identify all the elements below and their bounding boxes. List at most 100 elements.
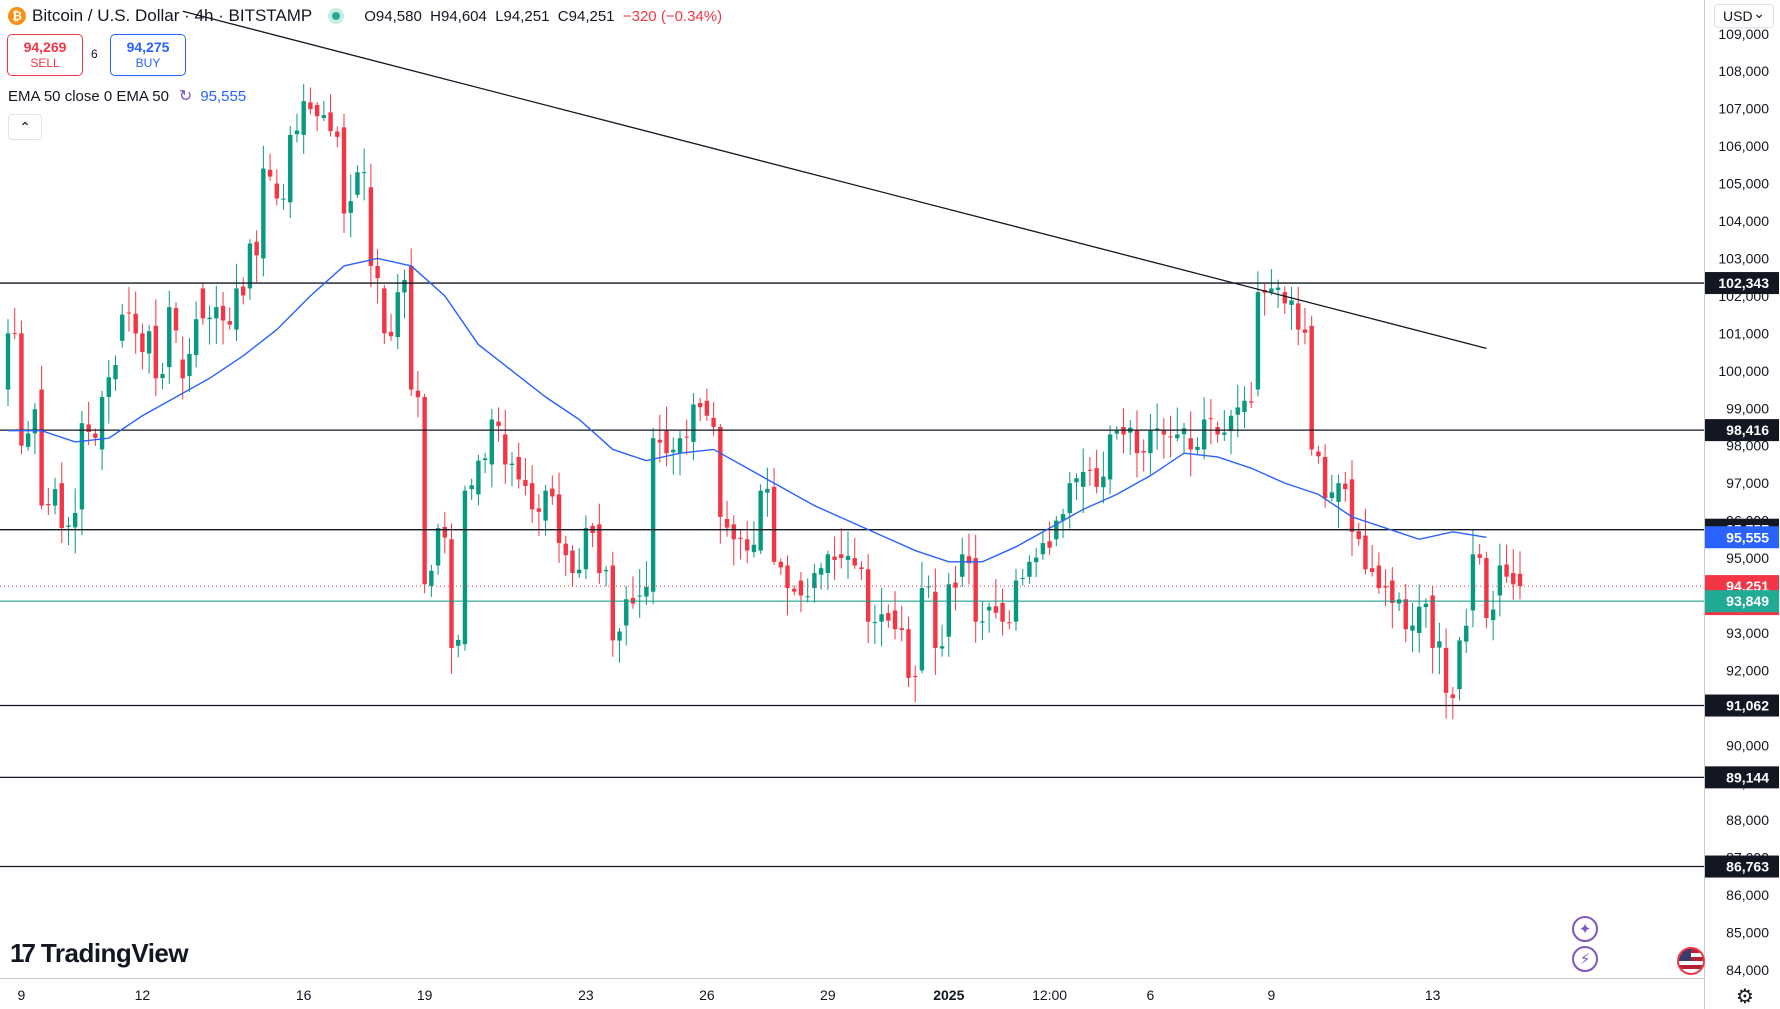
candle-down <box>1477 554 1482 558</box>
price-tick-label: 95,000 <box>1726 550 1769 566</box>
candle-down <box>308 102 313 110</box>
lightning-icon[interactable]: ⚡ <box>1572 946 1598 972</box>
candle-up <box>321 115 327 118</box>
bid-price-badge-bg <box>1705 590 1779 613</box>
candle-up <box>980 621 985 623</box>
candle-down <box>778 561 783 568</box>
candle-down <box>886 613 891 621</box>
candle-down <box>200 288 206 319</box>
candle-up <box>193 319 199 356</box>
candle-down <box>1376 565 1382 589</box>
candle-down <box>267 169 273 177</box>
price-tick-label: 97,000 <box>1726 475 1769 491</box>
symbol-header[interactable]: ₿ Bitcoin / U.S. Dollar · 4h · BITSTAMP … <box>8 6 722 26</box>
candle-up <box>1020 577 1025 579</box>
price-tick-label: 99,000 <box>1726 400 1769 416</box>
candle-down <box>738 537 743 539</box>
candle-down <box>1134 430 1140 454</box>
currency-select[interactable]: USD <box>1714 4 1774 28</box>
price-tick-label: 100,000 <box>1718 363 1769 379</box>
candle-up <box>469 485 474 490</box>
candle-up <box>617 631 622 641</box>
buy-button[interactable]: 94,275 BUY <box>110 34 186 76</box>
ema-indicator-legend[interactable]: EMA 50 close 0 EMA 50 ↻ 95,555 <box>8 87 247 106</box>
candle-down <box>335 131 340 137</box>
tradingview-logo[interactable]: 17 TradingView <box>10 938 189 969</box>
candle-up <box>1464 625 1469 642</box>
candle-up <box>214 307 219 319</box>
price-axis: 84,00085,00086,00087,00088,00089,00090,0… <box>1718 26 1769 978</box>
candle-up <box>691 404 696 442</box>
candle-up <box>489 419 495 465</box>
candle-down <box>516 456 521 480</box>
price-tick-label: 104,000 <box>1718 213 1769 229</box>
ema-value: 95,555 <box>200 87 247 105</box>
candle-up <box>1027 561 1032 577</box>
candle-down <box>1383 586 1388 588</box>
candle-down <box>86 424 91 432</box>
level-badge-label: 89,144 <box>1726 769 1769 785</box>
candle-down <box>442 526 447 538</box>
symbol-title[interactable]: Bitcoin / U.S. Dollar · 4h · BITSTAMP <box>32 6 313 25</box>
price-tick-label: 103,000 <box>1718 250 1769 266</box>
sell-button[interactable]: 94,269 SELL <box>7 34 83 76</box>
candle-down <box>1484 558 1489 618</box>
candle-down <box>1141 450 1146 453</box>
candle-down <box>496 421 501 427</box>
bid-price-badge: 93,849 <box>1705 590 1779 613</box>
level-badge: 89,144 <box>1705 766 1779 789</box>
collapse-legend-button[interactable]: ⌃ <box>8 114 42 140</box>
price-tick-label: 88,000 <box>1726 812 1769 828</box>
candle-down <box>503 434 508 465</box>
candle-down <box>1443 647 1449 693</box>
candle-up <box>348 201 353 213</box>
candle-down <box>953 582 958 588</box>
candle-down <box>664 430 669 454</box>
candle-up <box>301 101 306 135</box>
candle-up <box>120 314 125 341</box>
candle-up <box>32 409 38 434</box>
time-axis: 9 12 16 19 23 26 29 2025 12:00 6 9 13 <box>18 987 1441 1003</box>
candle-down <box>180 359 185 379</box>
candle-down <box>771 486 777 562</box>
candle-down <box>220 305 226 321</box>
candle-up <box>818 568 824 575</box>
candle-down <box>59 483 64 529</box>
candle-up <box>677 438 683 454</box>
candle-up <box>146 331 152 354</box>
candle-up <box>66 525 71 527</box>
candle-up <box>167 307 172 368</box>
candle-up <box>429 570 434 586</box>
tradingview-mark-icon: 17 <box>10 938 36 968</box>
plot-area <box>0 10 1704 868</box>
settings-gear-icon[interactable]: ⚙ <box>1736 986 1754 1008</box>
level-badge-bg <box>1705 272 1779 295</box>
price-tick-label: 92,000 <box>1726 662 1769 678</box>
candle-down <box>1517 573 1523 587</box>
ai-sparkle-icon[interactable]: ✦ <box>1572 916 1598 942</box>
candle-down <box>254 241 259 256</box>
candle-up <box>462 490 468 645</box>
candle-up <box>805 596 810 598</box>
candle-down <box>973 558 978 622</box>
candle-down <box>415 390 421 398</box>
time-tick-label: 19 <box>417 987 433 1003</box>
candle-down <box>126 312 132 314</box>
price-tick-label: 101,000 <box>1718 325 1769 341</box>
candle-down <box>173 308 179 331</box>
candle-up <box>812 573 817 589</box>
candle-up <box>361 172 367 174</box>
time-tick-label: 26 <box>699 987 715 1003</box>
time-tick-label: 12:00 <box>1032 987 1067 1003</box>
bid-price-badge-label: 93,849 <box>1726 593 1769 609</box>
candle-down <box>785 565 790 589</box>
us-flag-icon[interactable] <box>1677 947 1705 975</box>
buy-price: 94,275 <box>126 39 170 55</box>
candle-up <box>1114 430 1119 434</box>
price-tick-label: 84,000 <box>1726 962 1769 978</box>
candle-up <box>207 317 212 320</box>
candle-down <box>39 389 44 506</box>
price-tick-label: 106,000 <box>1718 138 1769 154</box>
candle-up <box>872 622 878 624</box>
